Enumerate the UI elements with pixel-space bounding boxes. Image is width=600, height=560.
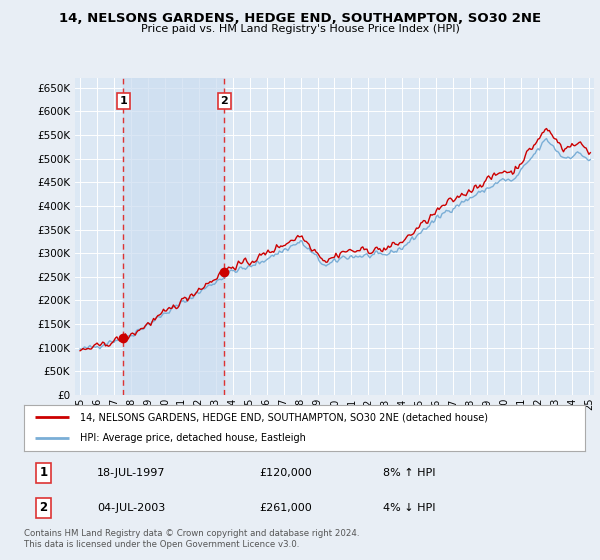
Text: HPI: Average price, detached house, Eastleigh: HPI: Average price, detached house, East… xyxy=(80,433,306,444)
Text: 2: 2 xyxy=(220,96,228,106)
Text: 4% ↓ HPI: 4% ↓ HPI xyxy=(383,503,436,513)
Text: 8% ↑ HPI: 8% ↑ HPI xyxy=(383,468,436,478)
Text: £261,000: £261,000 xyxy=(260,503,313,513)
Text: £120,000: £120,000 xyxy=(260,468,313,478)
Text: 2: 2 xyxy=(40,501,47,515)
Text: 18-JUL-1997: 18-JUL-1997 xyxy=(97,468,166,478)
Text: 1: 1 xyxy=(119,96,127,106)
Text: Contains HM Land Registry data © Crown copyright and database right 2024.
This d: Contains HM Land Registry data © Crown c… xyxy=(24,529,359,549)
Text: 1: 1 xyxy=(40,466,47,479)
Text: 14, NELSONS GARDENS, HEDGE END, SOUTHAMPTON, SO30 2NE (detached house): 14, NELSONS GARDENS, HEDGE END, SOUTHAMP… xyxy=(80,412,488,422)
Text: Price paid vs. HM Land Registry's House Price Index (HPI): Price paid vs. HM Land Registry's House … xyxy=(140,24,460,34)
Text: 14, NELSONS GARDENS, HEDGE END, SOUTHAMPTON, SO30 2NE: 14, NELSONS GARDENS, HEDGE END, SOUTHAMP… xyxy=(59,12,541,25)
Bar xyxy=(123,78,224,395)
Text: 04-JUL-2003: 04-JUL-2003 xyxy=(97,503,165,513)
